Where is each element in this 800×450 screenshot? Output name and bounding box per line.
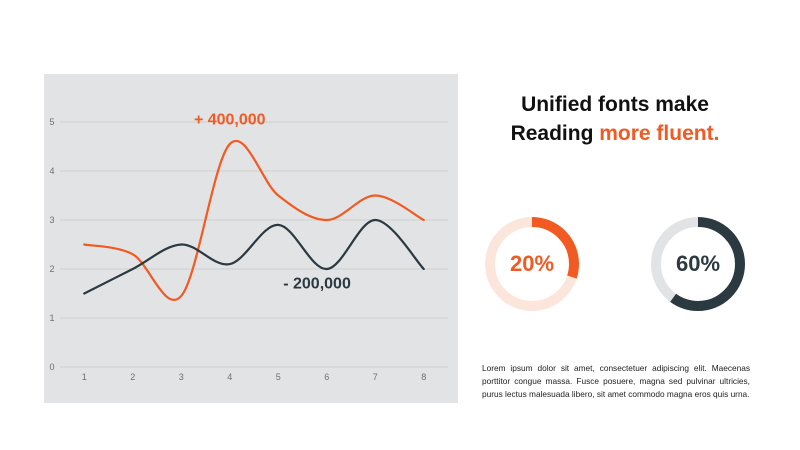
line-chart: 0 1 2 3 4 5 1 2 3 4 5 6 7 8 + 400,000 - 200,000: [49, 111, 448, 382]
donut-1-graphic: [485, 217, 579, 311]
donut-2-graphic: [651, 217, 745, 311]
x-tick-label: 8: [421, 372, 426, 382]
line-chart-panel: 0 1 2 3 4 5 1 2 3 4 5 6 7 8 + 400,000 - 200,000: [44, 74, 458, 403]
y-tick-label: 1: [49, 313, 54, 323]
donut-1-label: 20%: [509, 251, 555, 276]
headline-plain-text: Reading: [510, 122, 600, 145]
callout-1: + 400,000: [194, 111, 266, 128]
headline: Unified fonts make Reading more fluent.: [470, 90, 760, 148]
x-tick-label: 7: [373, 372, 378, 382]
series-1-line: [83, 140, 425, 301]
donut-chart-1: 20%: [482, 214, 582, 314]
headline-line-2: Reading more fluent.: [470, 119, 760, 148]
y-tick-label: 0: [49, 362, 54, 372]
y-tick-label: 5: [49, 117, 54, 127]
y-tick-label: 2: [49, 264, 54, 274]
donut-chart-2: 60%: [648, 214, 748, 314]
x-tick-label: 1: [82, 372, 87, 382]
y-tick-label: 3: [49, 215, 54, 225]
headline-accent-text: more fluent.: [599, 122, 720, 145]
donut-2-arc: [651, 217, 745, 311]
body-paragraph: Lorem ipsum dolor sit amet, consectetuer…: [482, 363, 750, 399]
headline-line-1: Unified fonts make: [521, 93, 709, 116]
x-tick-label: 6: [324, 372, 329, 382]
x-tick-label: 4: [227, 372, 232, 382]
x-tick-label: 2: [130, 372, 135, 382]
donut-2-label: 60%: [675, 251, 721, 276]
y-tick-label: 4: [49, 166, 54, 176]
x-tick-label: 3: [179, 372, 184, 382]
donut-1-arc: [485, 217, 579, 311]
series-2-line: [83, 218, 425, 295]
x-tick-label: 5: [276, 372, 281, 382]
callout-2: - 200,000: [283, 276, 351, 293]
